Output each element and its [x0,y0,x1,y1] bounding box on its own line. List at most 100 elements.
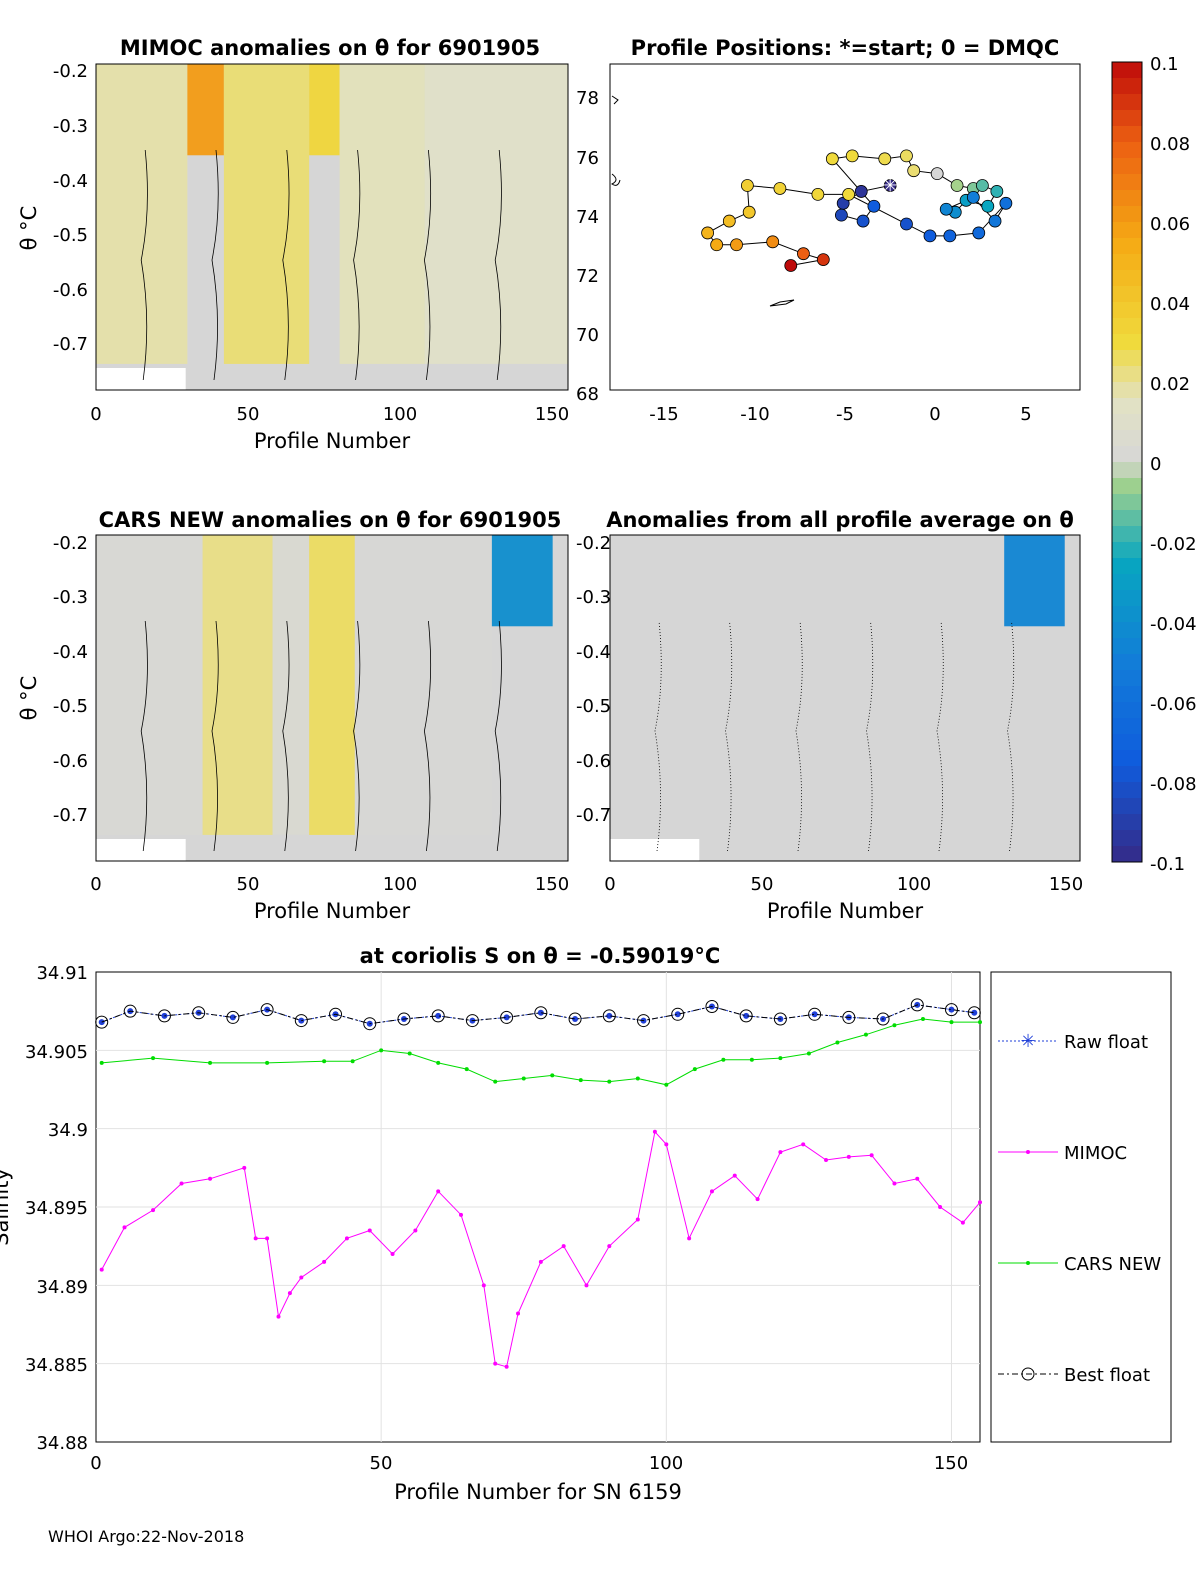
best-float-point [397,1012,411,1026]
avg-xtick: 150 [1049,874,1083,895]
series-point [635,1076,640,1081]
dot-marker-icon [1026,1261,1030,1265]
profile-position-point [900,217,913,231]
cars-title: CARS NEW anomalies on θ for 6901905 [99,508,562,532]
colorbar-step [1112,510,1142,527]
contour-line [795,620,803,852]
series-point [778,1056,783,1061]
profile-position-point [883,179,897,192]
open-circle-marker-icon [1021,1367,1035,1381]
mimoc-ylabel: θ °C [17,206,41,251]
missing-data-region [610,839,700,861]
lat-tick: 72 [576,266,599,287]
mimoc-ytick: -0.4 [53,171,88,192]
avg-ytick: -0.6 [576,751,611,772]
legend-label-raw: Raw float [1064,1032,1148,1053]
series-point [299,1275,304,1280]
colorbar-step [1112,222,1142,239]
mimoc-xlabel: Profile Number [254,429,411,453]
colorbar-step [1112,782,1142,799]
legend-label-mimoc: MIMOC [1064,1143,1127,1164]
profile-position-point [867,199,881,213]
lon-tick: -15 [649,404,678,425]
profile-position-point [742,205,756,219]
profile-position-point [923,229,937,243]
heatmap-band [223,64,310,364]
colorbar-step [1112,558,1142,575]
series-point [920,1017,925,1021]
sal-ytick: 34.89 [36,1277,88,1298]
best-float-point [123,1004,137,1018]
profile-position-point [981,199,995,213]
best-float-point [705,999,719,1013]
colorbar-step [1112,126,1142,143]
profile-position-point [999,196,1013,210]
raw-float-point [606,1012,613,1019]
colorbar-tick: -0.02 [1150,534,1197,555]
avg-yticks: -0.2 -0.3 -0.4 -0.5 -0.6 -0.7 [576,533,611,826]
series-point [561,1244,566,1249]
series-line [101,1018,980,1086]
profile-position-point [845,149,859,163]
cars-xtick: 50 [237,874,260,895]
colorbar-step [1112,846,1142,863]
series-point [99,1267,104,1272]
profile-position-point [990,185,1004,198]
sal-xtick: 0 [90,1453,101,1474]
series-point [607,1244,612,1249]
avg-xtick: 50 [751,874,774,895]
mimoc-xtick: 0 [90,404,101,425]
sal-ytick: 34.91 [36,963,88,984]
legend-label-cars: CARS NEW [1064,1254,1161,1275]
colorbar-step [1112,462,1142,479]
series-point [806,1051,811,1056]
profile-position-point [900,149,913,163]
series-point [265,1060,270,1065]
best-float-point [226,1010,240,1024]
cars-xtick: 100 [383,874,417,895]
series-point [732,1173,737,1178]
mimoc-xtick: 150 [535,404,569,425]
series-point [322,1059,327,1064]
avg-ytick: -0.7 [576,805,611,826]
best-float-point [329,1007,343,1021]
legend-label-best: Best float [1064,1365,1150,1386]
colorbar-step [1112,382,1142,399]
contour-line [211,149,219,381]
profile-position-point [784,259,798,272]
series-point [344,1236,349,1241]
contour-line [725,620,733,852]
cars-ytick: -0.7 [53,805,88,826]
sal-xtick: 150 [934,1453,968,1474]
contour-line [936,620,944,852]
avg-xtick: 100 [897,874,931,895]
mimoc-xtick: 50 [237,404,260,425]
best-float-point [637,1014,651,1028]
cars-ytick: -0.5 [53,696,88,717]
sal-xtick: 100 [649,1453,683,1474]
profile-position-point [988,214,1002,228]
series-point [960,1220,965,1225]
heatmap-band [96,64,188,364]
lon-tick: -10 [740,404,769,425]
mimoc-title: MIMOC anomalies on θ for 6901905 [120,36,540,60]
best-float-point [500,1010,514,1024]
best-float-point [95,1015,109,1029]
mimoc-panel: MIMOC anomalies on θ for 6901905 Profile… [17,36,569,453]
heatmap-band [339,64,425,364]
mimoc-ytick: -0.6 [53,280,88,301]
colorbar-step [1112,350,1142,367]
series-point [978,1020,982,1025]
legend-entry-best: Best float [998,1365,1150,1386]
series-point [949,1020,954,1025]
raw-float-point [971,1009,978,1016]
island-outline [769,299,795,307]
colorbar-step [1112,798,1142,815]
series-point [379,1048,384,1053]
profile-position-point [797,247,810,261]
series-point [721,1057,726,1062]
best-float-point [739,1009,753,1023]
contour-line [1007,620,1015,852]
series-point [664,1082,669,1087]
salinity-series [95,998,982,1369]
